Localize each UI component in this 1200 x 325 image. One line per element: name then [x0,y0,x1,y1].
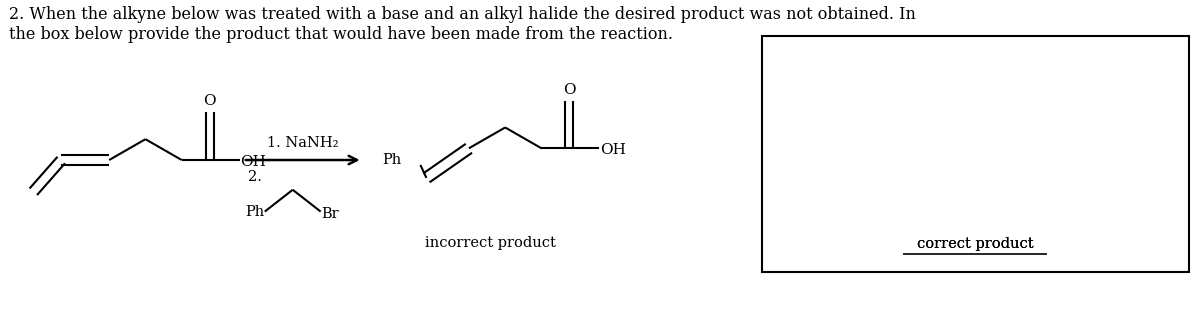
Text: correct product: correct product [917,237,1033,251]
Text: OH: OH [600,143,626,157]
Text: 2. When the alkyne below was treated with a base and an alkyl halide the desired: 2. When the alkyne below was treated wit… [10,6,917,43]
Text: correct product: correct product [917,237,1033,251]
Text: O: O [563,83,576,97]
Text: OH: OH [240,155,266,169]
Text: incorrect product: incorrect product [426,236,557,250]
Text: Ph: Ph [246,204,265,219]
Text: O: O [203,95,216,109]
Text: 2.: 2. [248,170,262,184]
Text: Br: Br [322,207,340,221]
Text: 1. NaNH₂: 1. NaNH₂ [266,136,338,150]
Text: Ph: Ph [383,153,402,167]
